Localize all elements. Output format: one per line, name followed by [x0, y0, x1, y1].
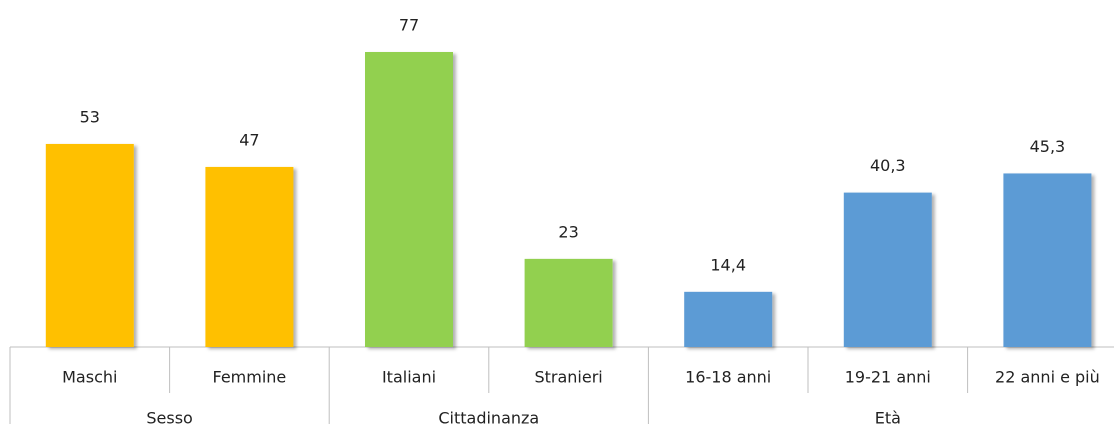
x-tick-label: Maschi [62, 368, 117, 387]
data-label: 53 [80, 107, 100, 126]
group-label: Età [875, 409, 901, 424]
bar [205, 166, 294, 347]
bar [684, 291, 773, 347]
bar [365, 52, 453, 347]
data-label: 14,4 [710, 255, 746, 274]
bar [524, 258, 613, 347]
x-tick-label: Femmine [213, 368, 287, 387]
bar [843, 192, 932, 347]
group-label: Cittadinanza [438, 409, 539, 424]
bar [45, 143, 134, 347]
data-label: 47 [239, 130, 259, 149]
x-tick-label: Stranieri [534, 368, 602, 387]
x-tick-label: 22 anni e più [995, 368, 1100, 387]
x-tick-label: Italiani [382, 368, 436, 387]
data-label: 45,3 [1030, 137, 1066, 156]
x-tick-label: 19-21 anni [845, 368, 931, 387]
bar [1003, 173, 1092, 347]
data-label: 40,3 [870, 156, 906, 175]
data-label: 23 [558, 222, 578, 241]
x-tick-label: 16-18 anni [685, 368, 771, 387]
group-label: Sesso [146, 409, 192, 424]
data-label: 77 [399, 16, 419, 35]
